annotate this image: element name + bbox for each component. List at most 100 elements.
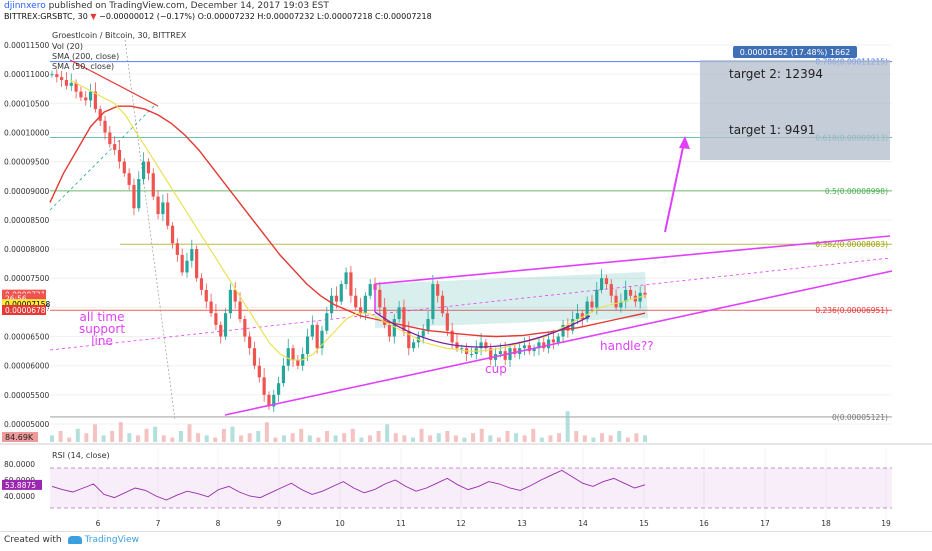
candle-body <box>166 202 170 226</box>
volume-bar <box>153 426 158 442</box>
support-dashed-line <box>49 257 891 351</box>
volume-bar <box>239 435 244 442</box>
volume-bar <box>196 433 201 442</box>
candle-body <box>609 284 613 296</box>
candle-body <box>619 301 623 308</box>
candle-body <box>315 324 319 349</box>
candle-body <box>513 348 517 355</box>
candle-body <box>122 161 126 174</box>
candle-body <box>55 74 59 78</box>
volume-bar <box>522 435 527 442</box>
time-axis: 6 7 8 9 10 11 12 13 14 15 16 17 18 19 <box>96 519 891 528</box>
time-tick-label: 19 <box>881 519 891 528</box>
volume-bar <box>419 428 424 442</box>
dashed-trendlines <box>49 39 891 421</box>
arrow-head-icon <box>679 136 690 149</box>
upper-wedge-line[interactable] <box>374 235 891 285</box>
volume-bar <box>213 437 218 442</box>
volume-bar <box>118 422 123 442</box>
volume-bar <box>350 428 355 442</box>
candle-body <box>161 202 165 215</box>
candle-body <box>228 289 232 314</box>
rsi-legend: RSI (14, close) <box>52 451 110 460</box>
price-chart[interactable]: 0.786(0.00011215)0.618(0.00009913)0.5(0.… <box>0 24 932 531</box>
volume-bar <box>505 431 510 442</box>
price-tick-label: 0.00006000 <box>4 362 50 371</box>
candle-body <box>349 272 353 296</box>
volume-bar <box>92 424 97 442</box>
candle-body <box>281 365 286 384</box>
candle-body <box>440 295 445 314</box>
volume-bar <box>531 428 536 442</box>
measure-badge: 0.00001662 (17.48%) 1662 <box>733 46 857 58</box>
volume-bar <box>84 433 89 442</box>
candle-body <box>479 342 483 349</box>
volume-bar <box>453 435 458 442</box>
price-tick-label: 0.00005500 <box>4 391 50 400</box>
price-tick-label: 0.00009500 <box>4 158 50 167</box>
candle-body <box>180 254 184 273</box>
time-tick-label: 17 <box>760 519 770 528</box>
volume-bar <box>50 435 54 442</box>
target-arrow[interactable] <box>664 137 686 233</box>
brand-link[interactable]: TradingView <box>84 535 139 545</box>
candle-body <box>276 383 281 395</box>
candle-body <box>74 82 78 92</box>
price-tick-label: 0.00005000 <box>4 420 50 429</box>
measure-label: 0.00001662 (17.48%) 1662 <box>740 48 851 57</box>
candle-body <box>238 301 242 320</box>
candle-body <box>272 394 276 407</box>
price-tick-label: 0.00010000 <box>4 128 50 137</box>
candle-body <box>580 313 584 320</box>
price-tick-label: 0.00010500 <box>4 99 50 108</box>
volume-badge: 84.69K <box>2 432 38 442</box>
handle-label: handle?? <box>600 339 654 353</box>
candle-body <box>170 225 175 244</box>
sma200-line <box>49 105 646 338</box>
candle-body <box>117 149 122 162</box>
candle-body <box>142 161 146 180</box>
candle-body <box>604 278 609 285</box>
volume-bar <box>514 433 519 442</box>
candle-body <box>243 319 247 337</box>
candle-body <box>103 120 107 133</box>
candle-body <box>137 179 141 209</box>
lower-wedge-line[interactable] <box>224 270 893 416</box>
volume-bar <box>385 424 390 442</box>
author-link[interactable]: djinnxero <box>4 1 46 11</box>
candle-body <box>590 301 594 308</box>
candle-body <box>643 292 647 295</box>
time-tick-label: 10 <box>335 519 345 528</box>
target-box[interactable] <box>700 60 890 160</box>
candle-body <box>69 82 73 86</box>
created-with: Created with TradingView <box>4 535 139 545</box>
candle-body <box>532 348 536 352</box>
volume-bar <box>402 435 407 442</box>
volume-bar <box>247 433 252 442</box>
candle-body <box>93 91 97 110</box>
footer: Created with TradingView <box>0 531 932 551</box>
candle-body <box>64 79 69 86</box>
price-tick-label: 0.00008500 <box>4 216 50 225</box>
volume-bar <box>325 431 330 442</box>
legend-sma50: SMA (50, close) <box>52 62 114 71</box>
ohlc-line: BITTREX:GRSBTC, 30 ▼ −0.00000012 (−0.17%… <box>4 12 432 21</box>
volume-bar <box>273 437 278 442</box>
volume-bar <box>548 435 553 442</box>
legend-vol: Vol (20) <box>52 42 83 51</box>
target-1-label: target 1: 9491 <box>729 123 815 137</box>
volume-badge-label: 84.69K <box>5 433 34 442</box>
volume-bar <box>625 437 630 442</box>
candle-body <box>575 313 580 320</box>
volume-bar <box>643 435 647 442</box>
candle-body <box>257 365 261 378</box>
candle-body <box>411 342 416 349</box>
volume-bar <box>582 435 587 442</box>
candle-body <box>267 394 271 407</box>
candle-body <box>561 324 565 337</box>
chart-header: djinnxero published on TradingView.com, … <box>0 0 932 24</box>
volume-bar <box>58 431 63 442</box>
fib-level-label: 0.5(0.00008998) <box>825 187 888 196</box>
candle-body <box>503 351 507 360</box>
